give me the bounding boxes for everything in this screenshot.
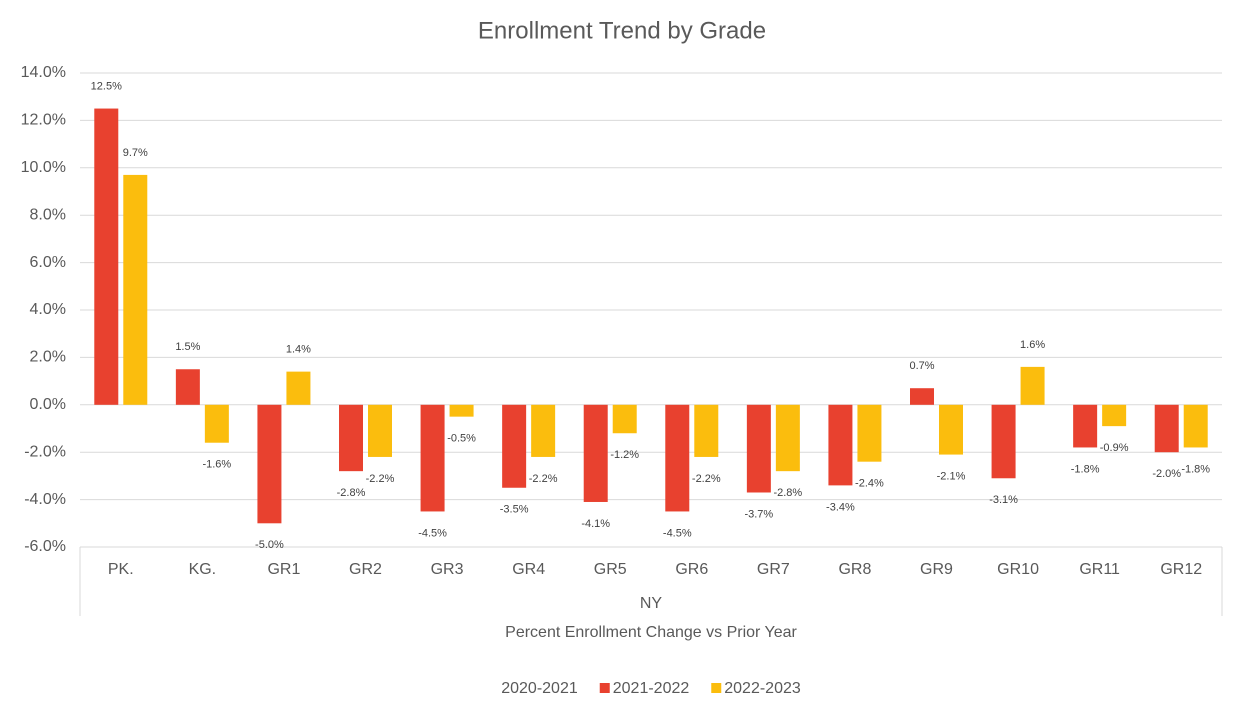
bar	[746, 404, 771, 493]
y-tick-label: 2.0%	[30, 349, 66, 366]
data-label: -2.2%	[529, 473, 558, 485]
legend: 2020-2021 2021-2022 2022-2023	[501, 680, 801, 697]
data-label: 1.6%	[1020, 339, 1045, 351]
data-label: -0.5%	[447, 433, 476, 445]
y-tick-label: 0.0%	[30, 396, 66, 413]
data-label: -2.8%	[773, 487, 802, 499]
x-tick-label: GR4	[512, 561, 545, 578]
bar	[420, 404, 445, 512]
bar	[449, 404, 474, 417]
bar	[531, 404, 556, 457]
y-tick-label: -6.0%	[24, 538, 66, 555]
bar	[1154, 404, 1179, 453]
bar	[286, 371, 311, 405]
x-tick-label: KG.	[189, 561, 217, 578]
data-label: 1.5%	[175, 341, 200, 353]
y-tick-label: -2.0%	[24, 443, 66, 460]
legend-swatch	[711, 683, 722, 693]
data-label: 12.5%	[91, 80, 122, 92]
x-tick-label: GR5	[594, 561, 627, 578]
legend-label: 2022-2023	[724, 680, 801, 697]
data-label: -3.4%	[826, 501, 855, 513]
bar	[368, 404, 392, 457]
bar	[828, 404, 853, 486]
x-tick-label: GR8	[838, 561, 871, 578]
y-tick-label: 8.0%	[30, 206, 66, 223]
bar	[857, 404, 882, 462]
x-tick-label: GR2	[349, 561, 382, 578]
bar	[775, 404, 800, 472]
data-label: -2.8%	[337, 487, 366, 499]
legend-label: 2020-2021	[501, 680, 578, 697]
bar	[694, 404, 719, 457]
x-tick-label: GR3	[431, 561, 464, 578]
y-tick-label: 4.0%	[30, 301, 66, 318]
x-tick-label: GR12	[1160, 561, 1202, 578]
bar	[583, 404, 608, 502]
x-axis-label: Percent Enrollment Change vs Prior Year	[505, 624, 797, 641]
bar	[1102, 404, 1127, 427]
data-label: -5.0%	[255, 539, 284, 551]
bar	[257, 404, 282, 524]
legend-label: 2021-2022	[613, 680, 690, 697]
x-tick-label: GR1	[267, 561, 300, 578]
legend-swatch	[599, 683, 610, 693]
data-label: -2.0%	[1152, 468, 1181, 480]
x-tick-label: PK.	[108, 561, 134, 578]
data-label: -2.4%	[855, 478, 884, 490]
bar	[991, 404, 1016, 479]
data-label: -2.2%	[366, 473, 395, 485]
data-label: -4.1%	[581, 518, 610, 530]
bar	[612, 404, 637, 434]
bar	[204, 404, 229, 443]
bar	[502, 404, 527, 488]
y-tick-label: 14.0%	[21, 64, 66, 81]
data-label: -1.6%	[202, 459, 231, 471]
data-label: -1.2%	[610, 449, 639, 461]
data-label: -2.1%	[937, 470, 966, 482]
data-label: 1.4%	[286, 344, 311, 356]
data-label: -3.5%	[500, 504, 529, 516]
x-tick-label: GR11	[1079, 561, 1120, 578]
chart-title: Enrollment Trend by Grade	[478, 17, 766, 44]
y-tick-label: 6.0%	[30, 254, 66, 271]
bar	[175, 369, 200, 405]
y-tick-label: 12.0%	[21, 112, 66, 129]
bar	[339, 404, 363, 472]
x-tick-label: GR9	[920, 561, 953, 578]
bar	[123, 174, 148, 405]
data-label: -1.8%	[1181, 463, 1210, 475]
x-tick-label: GR10	[997, 561, 1039, 578]
data-label: -0.9%	[1100, 442, 1129, 454]
data-label: -3.7%	[744, 508, 773, 520]
x-tick-label: GR7	[757, 561, 790, 578]
group-label: NY	[640, 595, 663, 612]
data-label: 0.7%	[909, 360, 934, 372]
bar	[665, 404, 690, 512]
data-label: -4.5%	[418, 527, 447, 539]
bar	[1073, 404, 1098, 448]
bar	[1183, 404, 1208, 448]
y-tick-label: 10.0%	[21, 159, 66, 176]
bar	[94, 108, 119, 405]
data-label: -3.1%	[989, 494, 1018, 506]
bar	[1020, 366, 1045, 405]
data-label: -2.2%	[692, 473, 721, 485]
data-label: -1.8%	[1071, 463, 1100, 475]
bar	[939, 404, 963, 455]
data-label: 9.7%	[123, 147, 148, 159]
x-tick-label: GR6	[675, 561, 708, 578]
data-label: -4.5%	[663, 527, 692, 539]
y-tick-label: -4.0%	[24, 491, 66, 508]
bar	[910, 388, 934, 405]
